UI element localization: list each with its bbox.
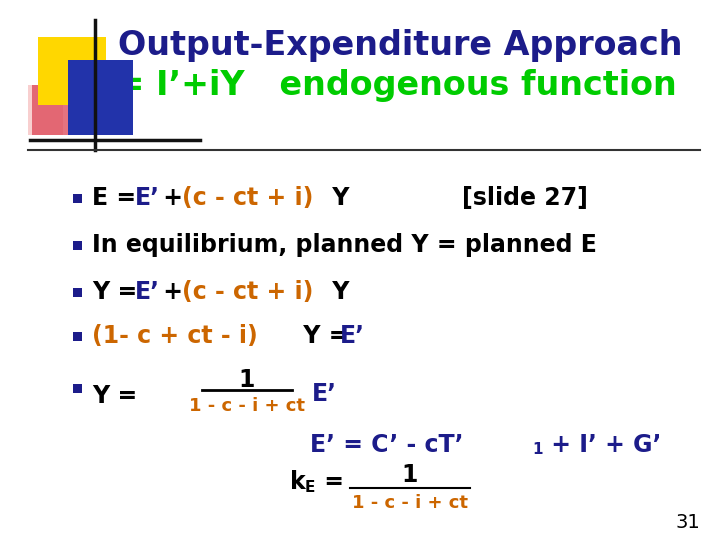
Text: I= I’+iY   endogenous function: I= I’+iY endogenous function [104, 69, 676, 102]
Bar [28, 85, 63, 135]
Text: +: + [155, 280, 192, 304]
Text: =: = [316, 470, 344, 494]
Text: E’: E’ [340, 324, 365, 348]
Text: Y: Y [324, 280, 349, 304]
Bar [32, 85, 87, 135]
Text: E’: E’ [135, 280, 160, 304]
Text: (c - ct + i): (c - ct + i) [182, 280, 313, 304]
Text: 1: 1 [239, 368, 255, 392]
Text: 1 - c - i + ct: 1 - c - i + ct [189, 397, 305, 415]
Text: [slide 27]: [slide 27] [462, 186, 588, 210]
Text: (1- c + ct - i): (1- c + ct - i) [92, 324, 258, 348]
Text: Y =: Y = [295, 324, 356, 348]
Bar [73, 332, 82, 341]
Text: 1: 1 [532, 442, 542, 457]
Text: Output-Expenditure Approach: Output-Expenditure Approach [118, 29, 683, 62]
Text: 1: 1 [402, 463, 418, 487]
Text: +: + [155, 186, 192, 210]
Text: Y =: Y = [92, 280, 145, 304]
Text: E =: E = [92, 186, 145, 210]
Bar [73, 193, 82, 202]
Bar [73, 383, 82, 393]
Text: Y: Y [324, 186, 349, 210]
Text: E’: E’ [312, 382, 337, 406]
Bar [73, 240, 82, 249]
Text: E’ = C’ - cT’: E’ = C’ - cT’ [310, 433, 464, 457]
Bar [38, 37, 106, 105]
Text: Y =: Y = [92, 384, 145, 408]
Text: (c - ct + i): (c - ct + i) [182, 186, 313, 210]
Text: 1 - c - i + ct: 1 - c - i + ct [352, 494, 468, 512]
Text: 31: 31 [675, 512, 700, 531]
Text: In equilibrium, planned Y = planned E: In equilibrium, planned Y = planned E [92, 233, 597, 257]
Bar [68, 60, 133, 135]
Text: E’: E’ [135, 186, 160, 210]
Text: + I’ + G’: + I’ + G’ [543, 433, 662, 457]
Bar [73, 287, 82, 296]
Text: k: k [290, 470, 306, 494]
Text: E: E [305, 480, 315, 495]
